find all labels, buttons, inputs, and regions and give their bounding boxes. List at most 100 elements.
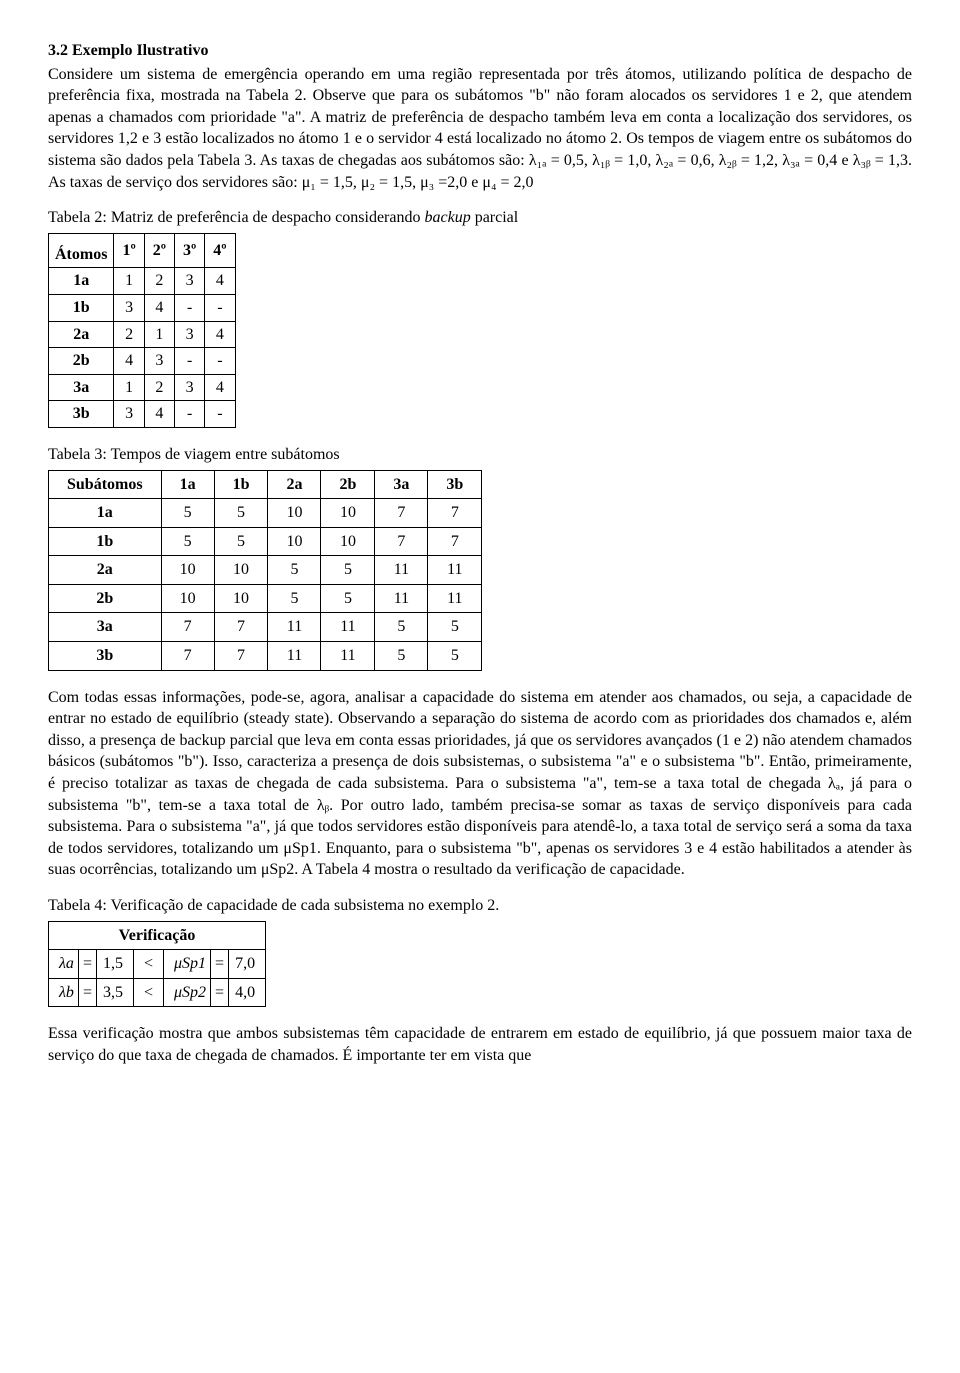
- cell: 11: [428, 556, 482, 585]
- row-label: 2b: [49, 584, 162, 613]
- cell: 5: [214, 527, 268, 556]
- table-row: λb = 3,5 < μSp2 = 4,0: [49, 978, 266, 1007]
- cell: -: [175, 348, 205, 375]
- cell: 3: [175, 321, 205, 348]
- row-label: 3b: [49, 642, 162, 671]
- cell: -: [175, 294, 205, 321]
- cell: 5: [375, 613, 428, 642]
- cell: <: [133, 950, 163, 979]
- cell: 10: [161, 584, 214, 613]
- cell: 3: [175, 268, 205, 295]
- col-head: 1a: [161, 470, 214, 499]
- row-label: 1a: [49, 499, 162, 528]
- verify-header: Verificação: [49, 921, 266, 950]
- cell: 5: [268, 556, 321, 585]
- cell: 4: [205, 268, 235, 295]
- table-row: 3b 3 4 - -: [49, 401, 236, 428]
- preference-table: Átomos 1º 2º 3º 4º 1a 1 2 3 4 1b 3 4 - -…: [48, 233, 236, 428]
- row-label: 3a: [49, 613, 162, 642]
- cell: 1,5: [96, 950, 133, 979]
- table-row: 1b 3 4 - -: [49, 294, 236, 321]
- atoms-label: Átomos: [49, 233, 114, 268]
- travel-table: Subátomos 1a 1b 2a 2b 3a 3b 1a 5 5 10 10…: [48, 470, 482, 671]
- cell: 1: [144, 321, 174, 348]
- table-row: 3a 1 2 3 4: [49, 374, 236, 401]
- cell: 7: [428, 499, 482, 528]
- cell: 3: [114, 294, 144, 321]
- table-row: Átomos 1º 2º 3º 4º: [49, 233, 236, 268]
- cell: 11: [268, 642, 321, 671]
- col-head: 3b: [428, 470, 482, 499]
- table-row: 2a 10 10 5 5 11 11: [49, 556, 482, 585]
- table3-caption: Tabela 3: Tempos de viagem entre subátom…: [48, 444, 912, 466]
- cell: 7: [214, 613, 268, 642]
- cell: 10: [214, 584, 268, 613]
- verify-table: Verificação λa = 1,5 < μSp1 = 7,0 λb = 3…: [48, 921, 266, 1008]
- table-row: 2b 10 10 5 5 11 11: [49, 584, 482, 613]
- cell: 7: [375, 527, 428, 556]
- table-row: Verificação: [49, 921, 266, 950]
- table-row: 1a 1 2 3 4: [49, 268, 236, 295]
- cell: -: [205, 348, 235, 375]
- table-row: 2a 2 1 3 4: [49, 321, 236, 348]
- cell: 5: [321, 584, 375, 613]
- table-row: 3a 7 7 11 11 5 5: [49, 613, 482, 642]
- col-head: 1º: [114, 233, 144, 268]
- paragraph-3: Essa verificação mostra que ambos subsis…: [48, 1023, 912, 1066]
- table-row: λa = 1,5 < μSp1 = 7,0: [49, 950, 266, 979]
- col-head: 1b: [214, 470, 268, 499]
- row-label: 2a: [49, 556, 162, 585]
- cell: 4: [205, 321, 235, 348]
- cell: =: [211, 978, 229, 1007]
- cell: λb: [49, 978, 79, 1007]
- table2-caption-text: Tabela 2: Matriz de preferência de despa…: [48, 209, 518, 226]
- col-head: 3a: [375, 470, 428, 499]
- cell: <: [133, 978, 163, 1007]
- cell: 3,5: [96, 978, 133, 1007]
- cell: =: [211, 950, 229, 979]
- cell: 7: [214, 642, 268, 671]
- cell: μSp2: [164, 978, 211, 1007]
- cell: 1: [114, 374, 144, 401]
- col-head: 2º: [144, 233, 174, 268]
- cell: 5: [214, 499, 268, 528]
- cell: 10: [321, 527, 375, 556]
- cell: =: [78, 950, 96, 979]
- cell: 4,0: [229, 978, 266, 1007]
- cell: 11: [375, 556, 428, 585]
- cell: 5: [268, 584, 321, 613]
- cell: 11: [375, 584, 428, 613]
- cell: 10: [321, 499, 375, 528]
- cell: 10: [268, 527, 321, 556]
- table-row: Subátomos 1a 1b 2a 2b 3a 3b: [49, 470, 482, 499]
- row-label: 3b: [49, 401, 114, 428]
- table2-caption: Tabela 2: Matriz de preferência de despa…: [48, 207, 912, 229]
- cell: 11: [268, 613, 321, 642]
- table-row: 1b 5 5 10 10 7 7: [49, 527, 482, 556]
- cell: λa: [49, 950, 79, 979]
- table-row: 3b 7 7 11 11 5 5: [49, 642, 482, 671]
- cell: 5: [321, 556, 375, 585]
- paragraph-2: Com todas essas informações, pode-se, ag…: [48, 687, 912, 881]
- cell: 10: [214, 556, 268, 585]
- cell: 3: [114, 401, 144, 428]
- cell: 5: [428, 613, 482, 642]
- cell: 5: [161, 499, 214, 528]
- cell: -: [175, 401, 205, 428]
- cell: 2: [144, 268, 174, 295]
- row-label: 2a: [49, 321, 114, 348]
- cell: 7: [375, 499, 428, 528]
- cell: 2: [144, 374, 174, 401]
- cell: 4: [144, 294, 174, 321]
- row-label: 3a: [49, 374, 114, 401]
- cell: 3: [144, 348, 174, 375]
- cell: =: [78, 978, 96, 1007]
- cell: 11: [428, 584, 482, 613]
- cell: 7: [428, 527, 482, 556]
- cell: 5: [428, 642, 482, 671]
- row-label: 1b: [49, 527, 162, 556]
- cell: 4: [144, 401, 174, 428]
- cell: 10: [161, 556, 214, 585]
- row-label: 2b: [49, 348, 114, 375]
- row-label: 1a: [49, 268, 114, 295]
